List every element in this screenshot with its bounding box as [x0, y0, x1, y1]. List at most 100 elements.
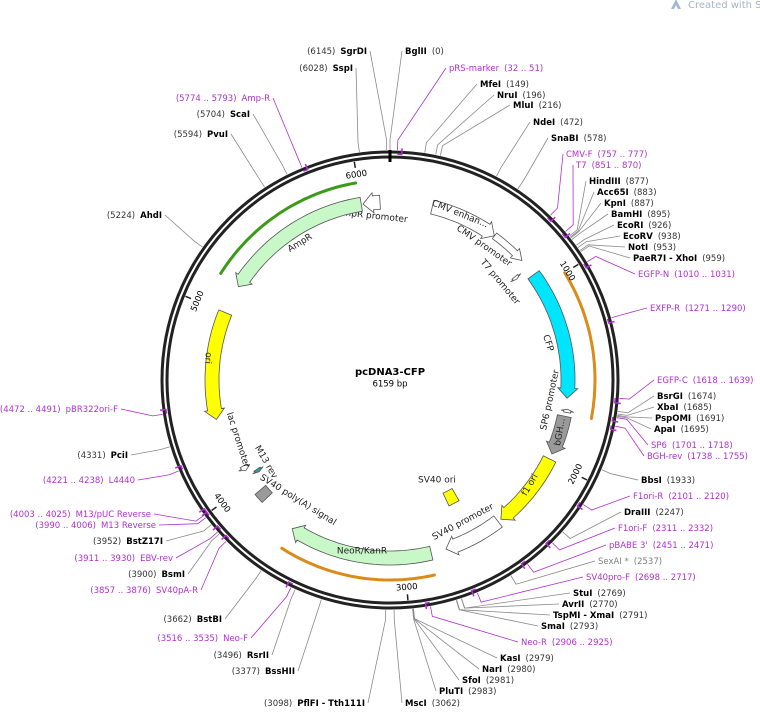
leader-line — [569, 181, 586, 236]
leader-line — [581, 246, 630, 258]
site-position: (1933) — [667, 476, 695, 486]
site-label: (6028) SspI — [299, 64, 353, 74]
site-label: MfeI(149) — [480, 80, 529, 90]
site-position: (2101 .. 2120) — [668, 492, 729, 502]
site-position: (3857 .. 3876) — [90, 586, 151, 596]
site-name: SfoI — [462, 676, 481, 686]
site-label: (5774 .. 5793)Amp-R — [176, 94, 270, 104]
site-label: Neo-R(2906 .. 2925) — [521, 638, 613, 648]
site-label: (4003 .. 4025)M13/pUC Reverse — [10, 510, 151, 520]
scale-tick — [185, 296, 191, 298]
site-label: F1ori-F (2311 .. 2332) — [618, 524, 713, 534]
leader-line — [166, 525, 211, 541]
leader-line — [619, 380, 654, 399]
site-position: (2769) — [597, 589, 625, 599]
site-position: (851 .. 870) — [592, 161, 642, 171]
site-name: SspI — [333, 64, 353, 74]
site-label: (3911 .. 3930)EBV-rev — [74, 554, 173, 564]
feature-arrow — [511, 274, 521, 282]
leader-line — [570, 192, 594, 237]
feature-label: ori — [202, 352, 213, 365]
site-position: (4331) — [77, 451, 105, 461]
leader-line — [121, 409, 163, 416]
site-name: EGFP-C — [657, 376, 688, 386]
scale-label: 5000 — [189, 289, 206, 313]
site-name: XbaI — [657, 403, 679, 413]
site-name: AvrII — [562, 600, 584, 610]
site-position: (2979) — [526, 654, 554, 664]
feature-arrow — [561, 409, 574, 413]
leader-line — [356, 68, 359, 152]
site-name: NdeI — [533, 118, 555, 128]
site-name: BGH-rev — [647, 452, 682, 462]
site-name: pRS-marker — [449, 64, 500, 74]
site-label: BsrGI(1674) — [657, 392, 716, 402]
scale-tick — [212, 507, 217, 511]
site-position: (757 .. 777) — [598, 150, 648, 160]
site-name: CMV-F — [566, 150, 593, 160]
site-label: SP6(1701 .. 1718) — [651, 441, 733, 451]
site-label: StuI (2769) — [573, 589, 626, 599]
site-position: (6145) — [307, 47, 335, 57]
leader-line — [368, 610, 386, 703]
site-position: (883) — [634, 188, 657, 198]
site-label: EGFP-N(1010 .. 1031) — [638, 270, 735, 280]
site-name: PaeR7I - XhoI — [633, 254, 697, 264]
site-name: Neo-R — [521, 638, 547, 648]
site-position: (3911 .. 3930) — [74, 554, 135, 564]
site-position: (2311 .. 2332) — [652, 524, 713, 534]
site-label: SnaBI(578) — [551, 134, 606, 144]
site-position: (2980) — [507, 665, 535, 675]
leader-line — [583, 496, 630, 510]
scale-label: 4000 — [211, 491, 232, 514]
site-name: EXFP-R — [650, 304, 680, 314]
scale-label: 1000 — [557, 260, 577, 284]
feature-arrow — [292, 525, 433, 565]
site-name: F1ori-F — [618, 524, 647, 534]
scale-label: 3000 — [396, 582, 418, 594]
site-position: (3496) — [214, 651, 242, 661]
site-name: BbsI — [641, 476, 662, 486]
site-name: T7 — [575, 161, 587, 171]
site-label: (3990 .. 4006)M13 Reverse — [35, 521, 156, 531]
site-position: (5594) — [174, 130, 202, 140]
site-label: (3496)RsrII — [214, 651, 269, 661]
site-label: (5704)ScaI — [197, 110, 250, 120]
leader-line — [602, 470, 638, 480]
site-label: (4221 .. 4238)L4440 — [43, 476, 135, 486]
site-position: (5704) — [197, 110, 225, 120]
site-label: SmaI(2793) — [541, 622, 598, 632]
site-label: MluI(216) — [513, 101, 561, 111]
site-name: KasI — [500, 654, 521, 664]
leader-line — [188, 534, 219, 574]
leader-line — [165, 215, 202, 247]
site-label: CMV-F (757 .. 777) — [566, 150, 647, 160]
leader-line — [456, 600, 538, 626]
site-position: (953) — [653, 243, 676, 253]
leader-line — [231, 134, 265, 187]
site-name: NruI — [497, 91, 518, 101]
site-position: (0) — [432, 47, 444, 57]
site-position: (6028) — [299, 64, 327, 74]
scale-label: 2000 — [567, 462, 586, 486]
feature-label: lac promoter — [224, 411, 251, 469]
site-name: SnaBI — [551, 134, 579, 144]
site-position: (2698 .. 2717) — [635, 573, 696, 583]
site-name: F1ori-R — [633, 492, 663, 502]
site-label: PspOMI(1691) — [655, 414, 724, 424]
site-name: ApaI — [654, 425, 676, 435]
site-position: (1674) — [688, 392, 716, 402]
site-name: StuI — [573, 589, 592, 599]
site-position: (32 .. 51) — [504, 64, 543, 74]
leader-line — [201, 541, 226, 590]
leader-line — [390, 51, 402, 150]
site-position: (2770) — [589, 600, 617, 610]
site-position: (3516 .. 3535) — [157, 634, 218, 644]
site-name: AhdI — [140, 211, 162, 221]
site-name: DraIII — [624, 508, 650, 518]
site-name: PluTI — [439, 687, 463, 697]
leader-line — [617, 418, 648, 445]
site-name: NarI — [482, 665, 502, 675]
site-position: (5774 .. 5793) — [176, 94, 237, 104]
